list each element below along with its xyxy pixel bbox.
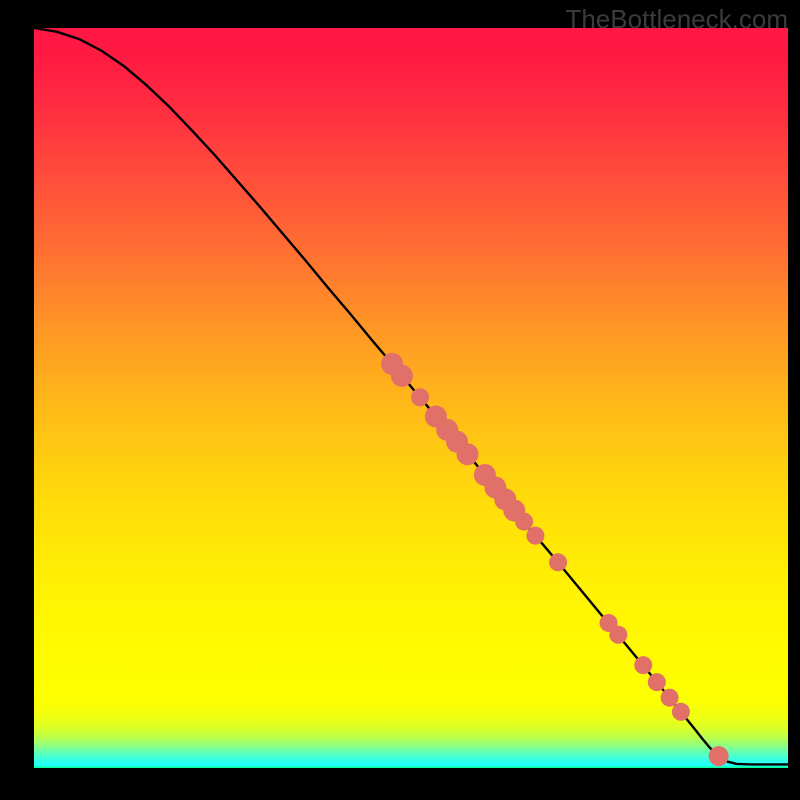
watermark-text: TheBottleneck.com	[565, 4, 788, 35]
chart-svg-layer	[0, 0, 800, 800]
data-marker	[457, 443, 479, 465]
data-marker	[391, 365, 413, 387]
curve-line	[34, 28, 788, 764]
data-marker	[648, 673, 666, 691]
data-marker	[609, 626, 627, 644]
data-marker	[672, 703, 690, 721]
data-marker	[634, 656, 652, 674]
data-marker	[661, 689, 679, 707]
chart-canvas: TheBottleneck.com	[0, 0, 800, 800]
data-marker	[709, 746, 729, 766]
data-marker	[411, 388, 429, 406]
data-marker	[526, 527, 544, 545]
data-marker	[549, 553, 567, 571]
data-markers	[381, 353, 728, 766]
data-marker	[515, 513, 533, 531]
